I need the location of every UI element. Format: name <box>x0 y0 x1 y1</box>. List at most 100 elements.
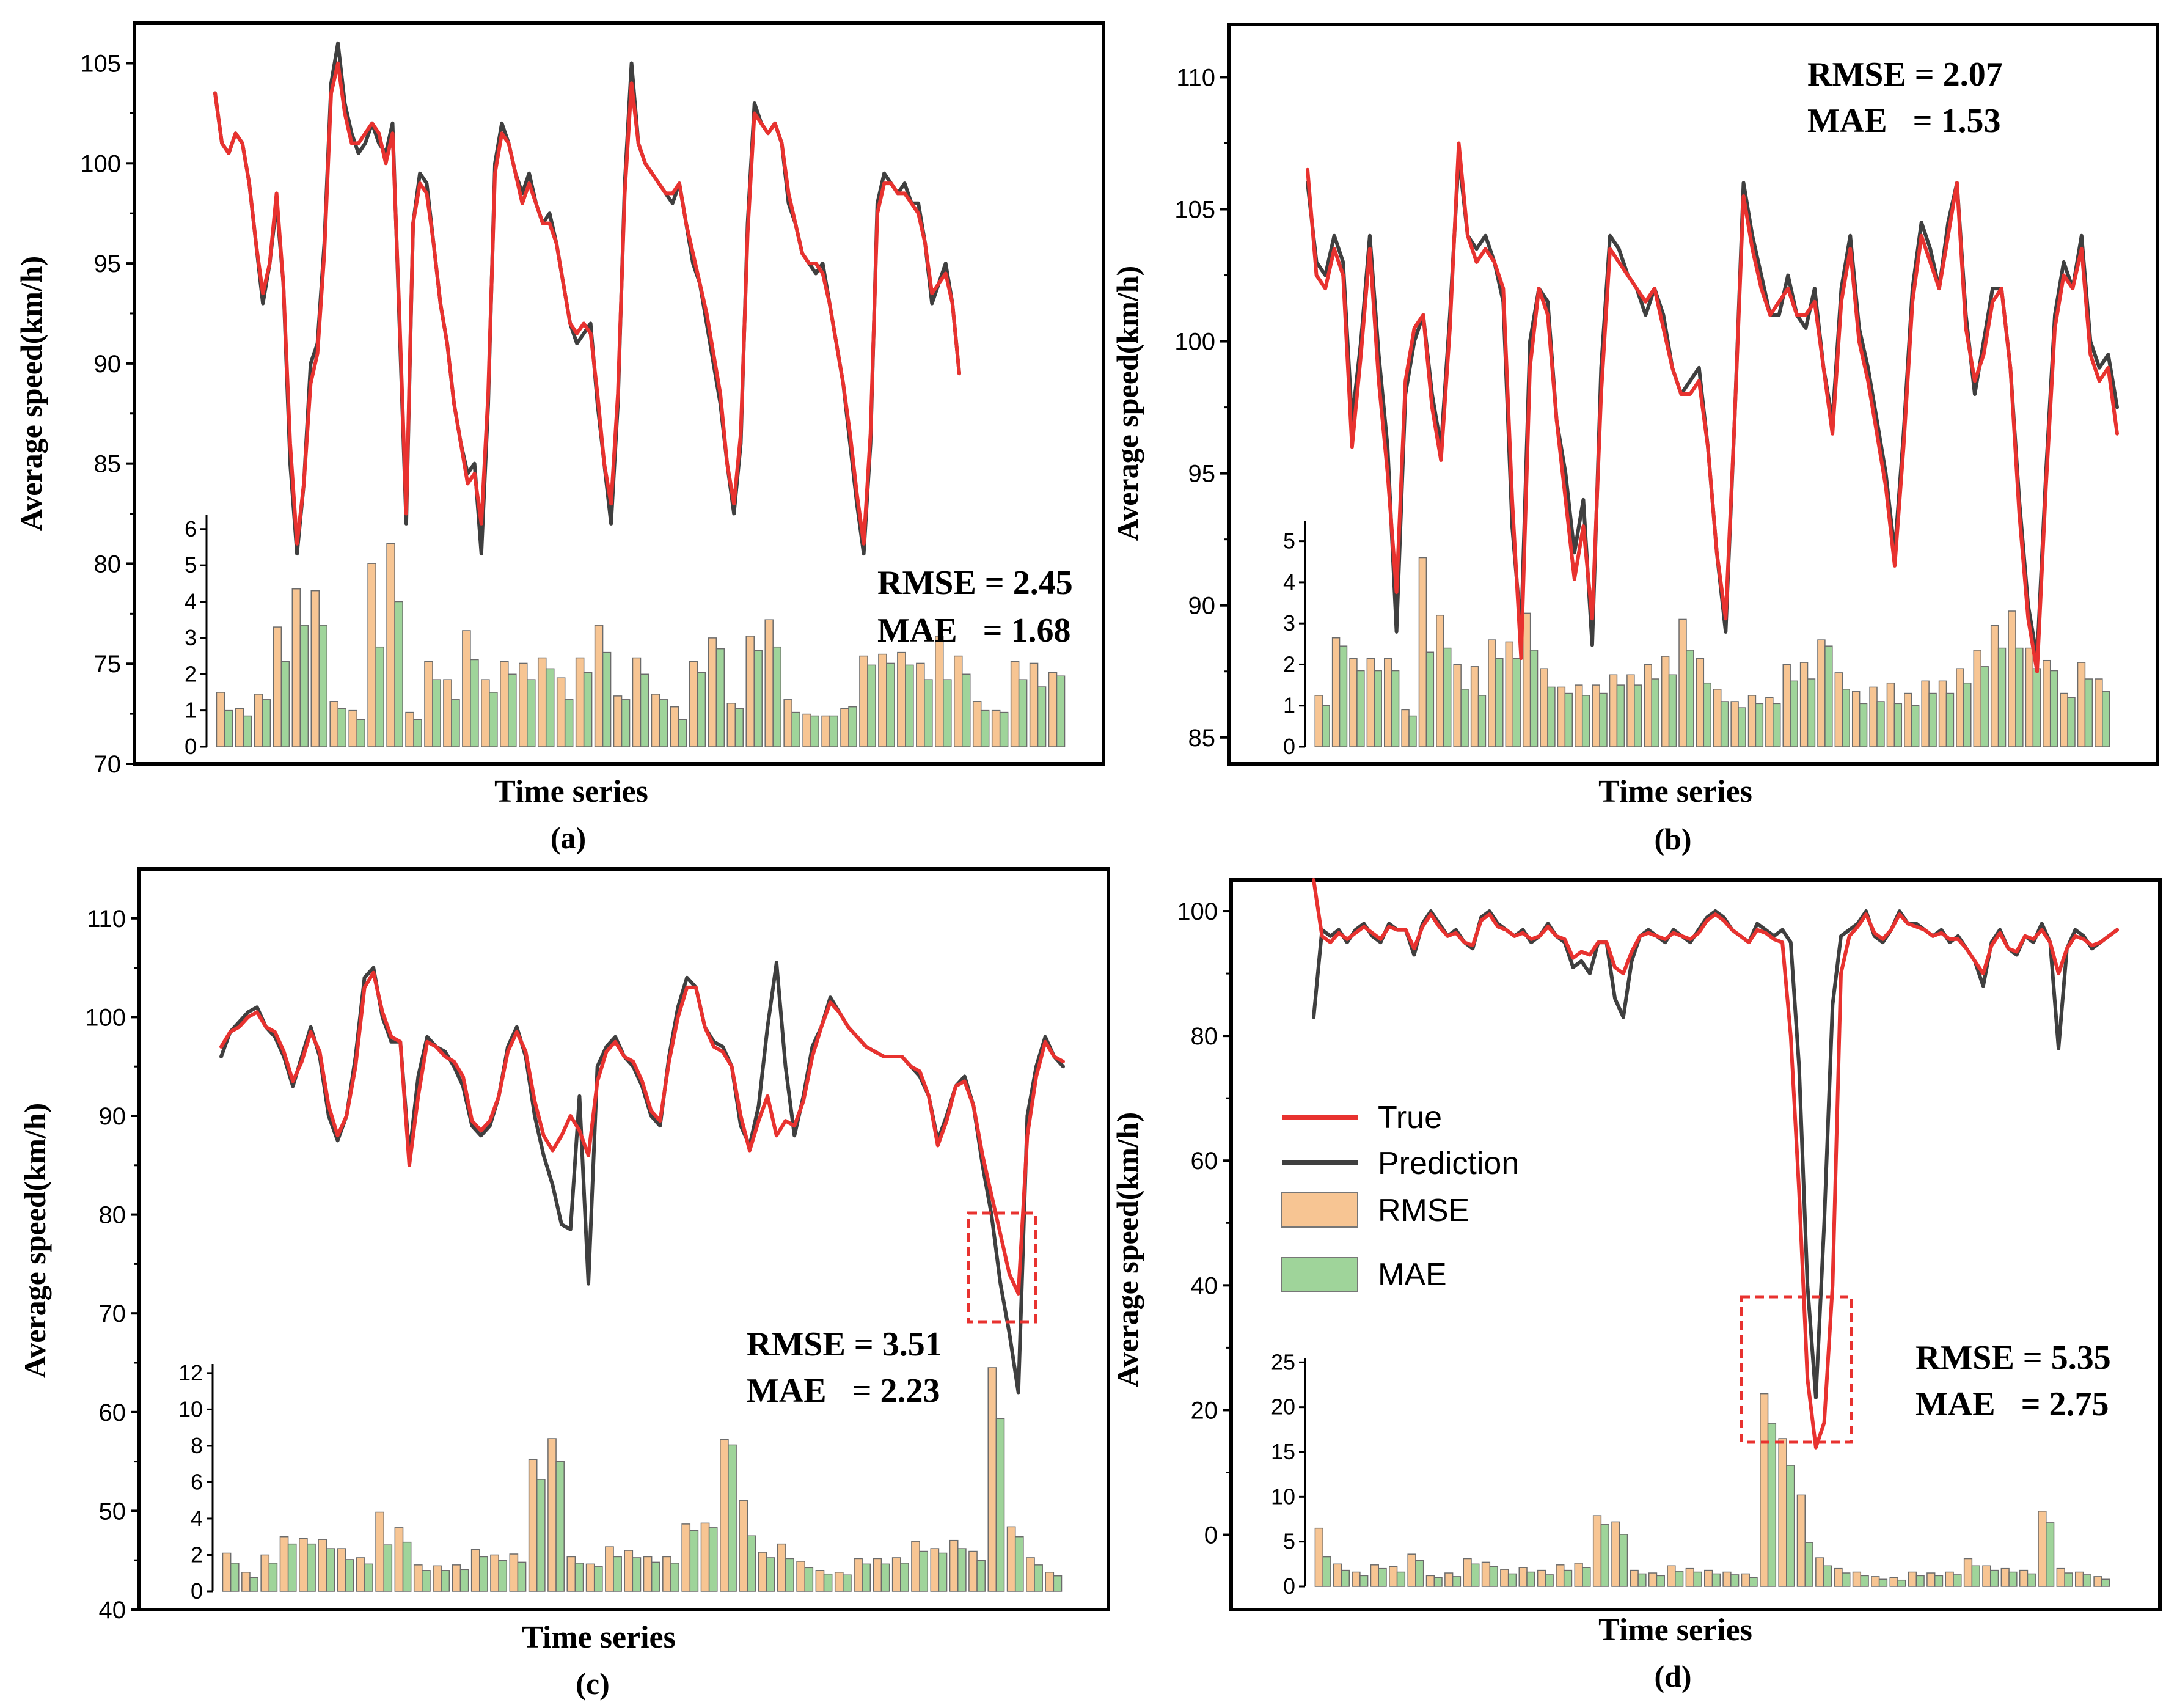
mae-bar <box>1619 1534 1628 1587</box>
mae-bar <box>1963 682 1972 747</box>
mae-bar <box>791 711 800 747</box>
rmse-bar <box>279 1536 289 1592</box>
mae-bar <box>268 1563 278 1592</box>
panel-c-y-axis: 40 50 60 70 80 90 100 110 <box>85 906 139 1624</box>
rmse-bar <box>2095 678 2103 747</box>
mae-bar <box>2049 670 2058 747</box>
mae-bar <box>810 715 819 747</box>
legend-rmse-label: RMSE <box>1378 1193 1469 1228</box>
mae-bar <box>1807 678 1816 747</box>
mae-bar <box>2084 678 2093 747</box>
rmse-bar <box>291 588 301 747</box>
rmse-bar <box>1765 697 1774 747</box>
rmse-bar <box>1945 1571 1954 1587</box>
y-tick-label: 110 <box>1176 64 1215 91</box>
rmse-bar <box>739 1500 748 1592</box>
mae-bar <box>224 709 233 747</box>
mae-bar <box>1545 1574 1554 1587</box>
rmse-bar <box>375 1511 384 1592</box>
panel-c-mae-text: MAE = 2.23 <box>747 1372 940 1410</box>
rmse-bar <box>991 709 1001 747</box>
mae-bar <box>632 1557 642 1592</box>
rmse-bar <box>1778 1438 1787 1587</box>
rmse-bar <box>783 699 792 747</box>
mae-bar <box>1773 703 1781 747</box>
mae-bar <box>1989 1569 1999 1587</box>
rmse-bar <box>585 1563 595 1592</box>
mae-bar <box>886 662 895 747</box>
panel-b-panel-label: (b) <box>1654 822 1691 856</box>
rmse-bar <box>643 1556 653 1592</box>
rmse-bar <box>1626 674 1635 747</box>
rmse-bar <box>519 662 528 747</box>
panel-a-y-axis: 70 75 80 85 90 95 100 105 <box>80 51 134 778</box>
inset-tick-label: 0 <box>191 1578 203 1604</box>
rmse-bar <box>1592 1515 1602 1587</box>
mae-bar <box>728 1444 737 1592</box>
mae-bar <box>1945 692 1955 747</box>
panel-d-frame <box>1229 878 2162 1611</box>
mae-bar <box>1512 658 1521 747</box>
mae-bar <box>1014 1536 1024 1592</box>
rmse-bar <box>1611 1521 1620 1587</box>
mae-bar <box>900 1563 909 1592</box>
rmse-bar <box>1609 674 1618 747</box>
rmse-bar <box>1370 1564 1379 1587</box>
rmse-bar <box>1006 1526 1016 1592</box>
mae-bar <box>413 719 422 747</box>
rmse-bar <box>1782 664 1791 747</box>
rmse-bar <box>1505 641 1513 747</box>
mae-bar <box>1489 1566 1498 1587</box>
panel-c-x-label: Time series <box>522 1620 676 1655</box>
mae-bar <box>823 1573 833 1592</box>
rmse-bar <box>968 1550 978 1592</box>
mae-bar <box>459 1569 469 1592</box>
mae-bar <box>1842 1572 1851 1587</box>
mae-bar <box>318 625 328 747</box>
mae-bar <box>1755 703 1764 747</box>
y-tick-label: 60 <box>1191 1148 1218 1175</box>
mae-bar <box>498 1560 508 1592</box>
rmse-bar <box>424 661 433 747</box>
rmse-bar <box>1982 1565 1991 1587</box>
mae-bar <box>1928 692 1937 747</box>
rmse-bar <box>891 1557 901 1592</box>
mae-bar <box>1720 701 1729 747</box>
mae-bar <box>383 1544 393 1592</box>
rmse-bar <box>386 543 395 747</box>
mae-bar <box>1971 1565 1980 1587</box>
inset-tick-label: 20 <box>1271 1395 1295 1420</box>
rmse-bar <box>1667 1565 1676 1587</box>
mae-bar <box>1703 682 1711 747</box>
rmse-bar <box>972 701 982 747</box>
mae-bar <box>364 1563 373 1592</box>
mae-bar <box>747 1535 756 1592</box>
mae-bar <box>1396 1571 1406 1587</box>
mae-bar <box>375 646 384 747</box>
mae-bar <box>867 664 876 747</box>
mae-bar <box>785 1558 794 1592</box>
rmse-bar <box>1592 684 1600 747</box>
panel-c-inset-bars: 0 2 4 6 8 10 12 <box>178 1360 1063 1604</box>
inset-tick-label: 1 <box>185 698 197 723</box>
rmse-bar <box>700 1522 710 1592</box>
mae-bar <box>670 1563 679 1592</box>
mae-bar <box>602 651 612 747</box>
rmse-bar <box>745 636 755 747</box>
rmse-bar <box>1889 1577 1898 1587</box>
mae-bar <box>1600 1524 1609 1587</box>
rmse-bar <box>462 630 471 747</box>
rmse-bar <box>720 1439 729 1592</box>
panel-d: 0 20 40 60 80 100 0 5 10 15 20 25 Average speed(km… <box>1110 878 2162 1693</box>
rmse-bar <box>935 636 944 747</box>
mae-bar <box>708 1527 718 1592</box>
y-tick-label: 95 <box>94 251 122 277</box>
panel-c-y-label: Average speed(km/h) <box>18 1103 52 1378</box>
mae-bar <box>1415 1560 1424 1587</box>
mae-bar <box>545 668 555 747</box>
rmse-bar <box>273 626 282 747</box>
prediction-line <box>1306 155 2119 661</box>
y-tick-label: 70 <box>94 751 122 778</box>
mae-bar <box>517 1561 527 1592</box>
rmse-bar <box>594 625 604 747</box>
